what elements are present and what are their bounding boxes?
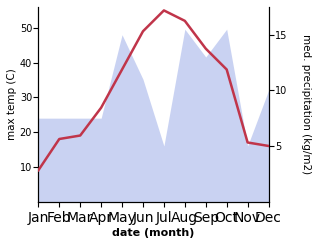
X-axis label: date (month): date (month) [112, 228, 195, 238]
Y-axis label: med. precipitation (kg/m2): med. precipitation (kg/m2) [301, 34, 311, 174]
Y-axis label: max temp (C): max temp (C) [7, 68, 17, 140]
